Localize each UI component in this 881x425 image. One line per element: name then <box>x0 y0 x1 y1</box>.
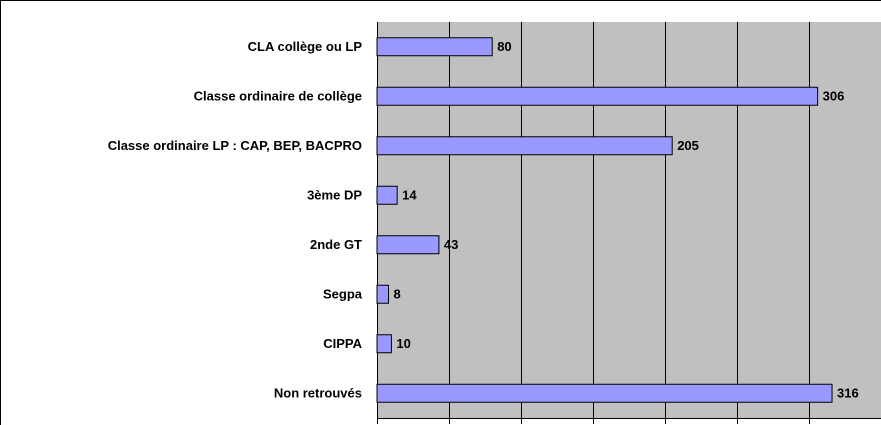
value-label: 14 <box>402 188 417 203</box>
plot-area <box>377 22 881 418</box>
bar <box>376 334 392 354</box>
bar <box>376 136 673 156</box>
y-tick-label: 3ème DP <box>307 188 362 203</box>
bar <box>376 86 819 106</box>
bar <box>376 383 833 403</box>
bar <box>376 284 390 304</box>
bar <box>376 37 493 57</box>
y-tick-label: CLA collège ou LP <box>248 39 363 54</box>
value-label: 316 <box>837 386 859 401</box>
y-tick-label: CIPPA <box>323 336 362 351</box>
value-label: 43 <box>444 237 458 252</box>
y-tick-label: 2nde GT <box>310 237 362 252</box>
value-label: 306 <box>823 89 845 104</box>
bar <box>376 235 440 255</box>
y-tick-label: Classe ordinaire LP : CAP, BEP, BACPRO <box>108 138 362 153</box>
value-label: 205 <box>677 138 699 153</box>
value-label: 8 <box>394 287 401 302</box>
y-tick-label: Segpa <box>323 287 363 302</box>
value-label: 80 <box>497 39 511 54</box>
y-tick-label: Classe ordinaire de collège <box>194 89 362 104</box>
value-label: 10 <box>396 336 410 351</box>
y-tick-label: Non retrouvés <box>274 386 362 401</box>
bar <box>376 185 398 205</box>
